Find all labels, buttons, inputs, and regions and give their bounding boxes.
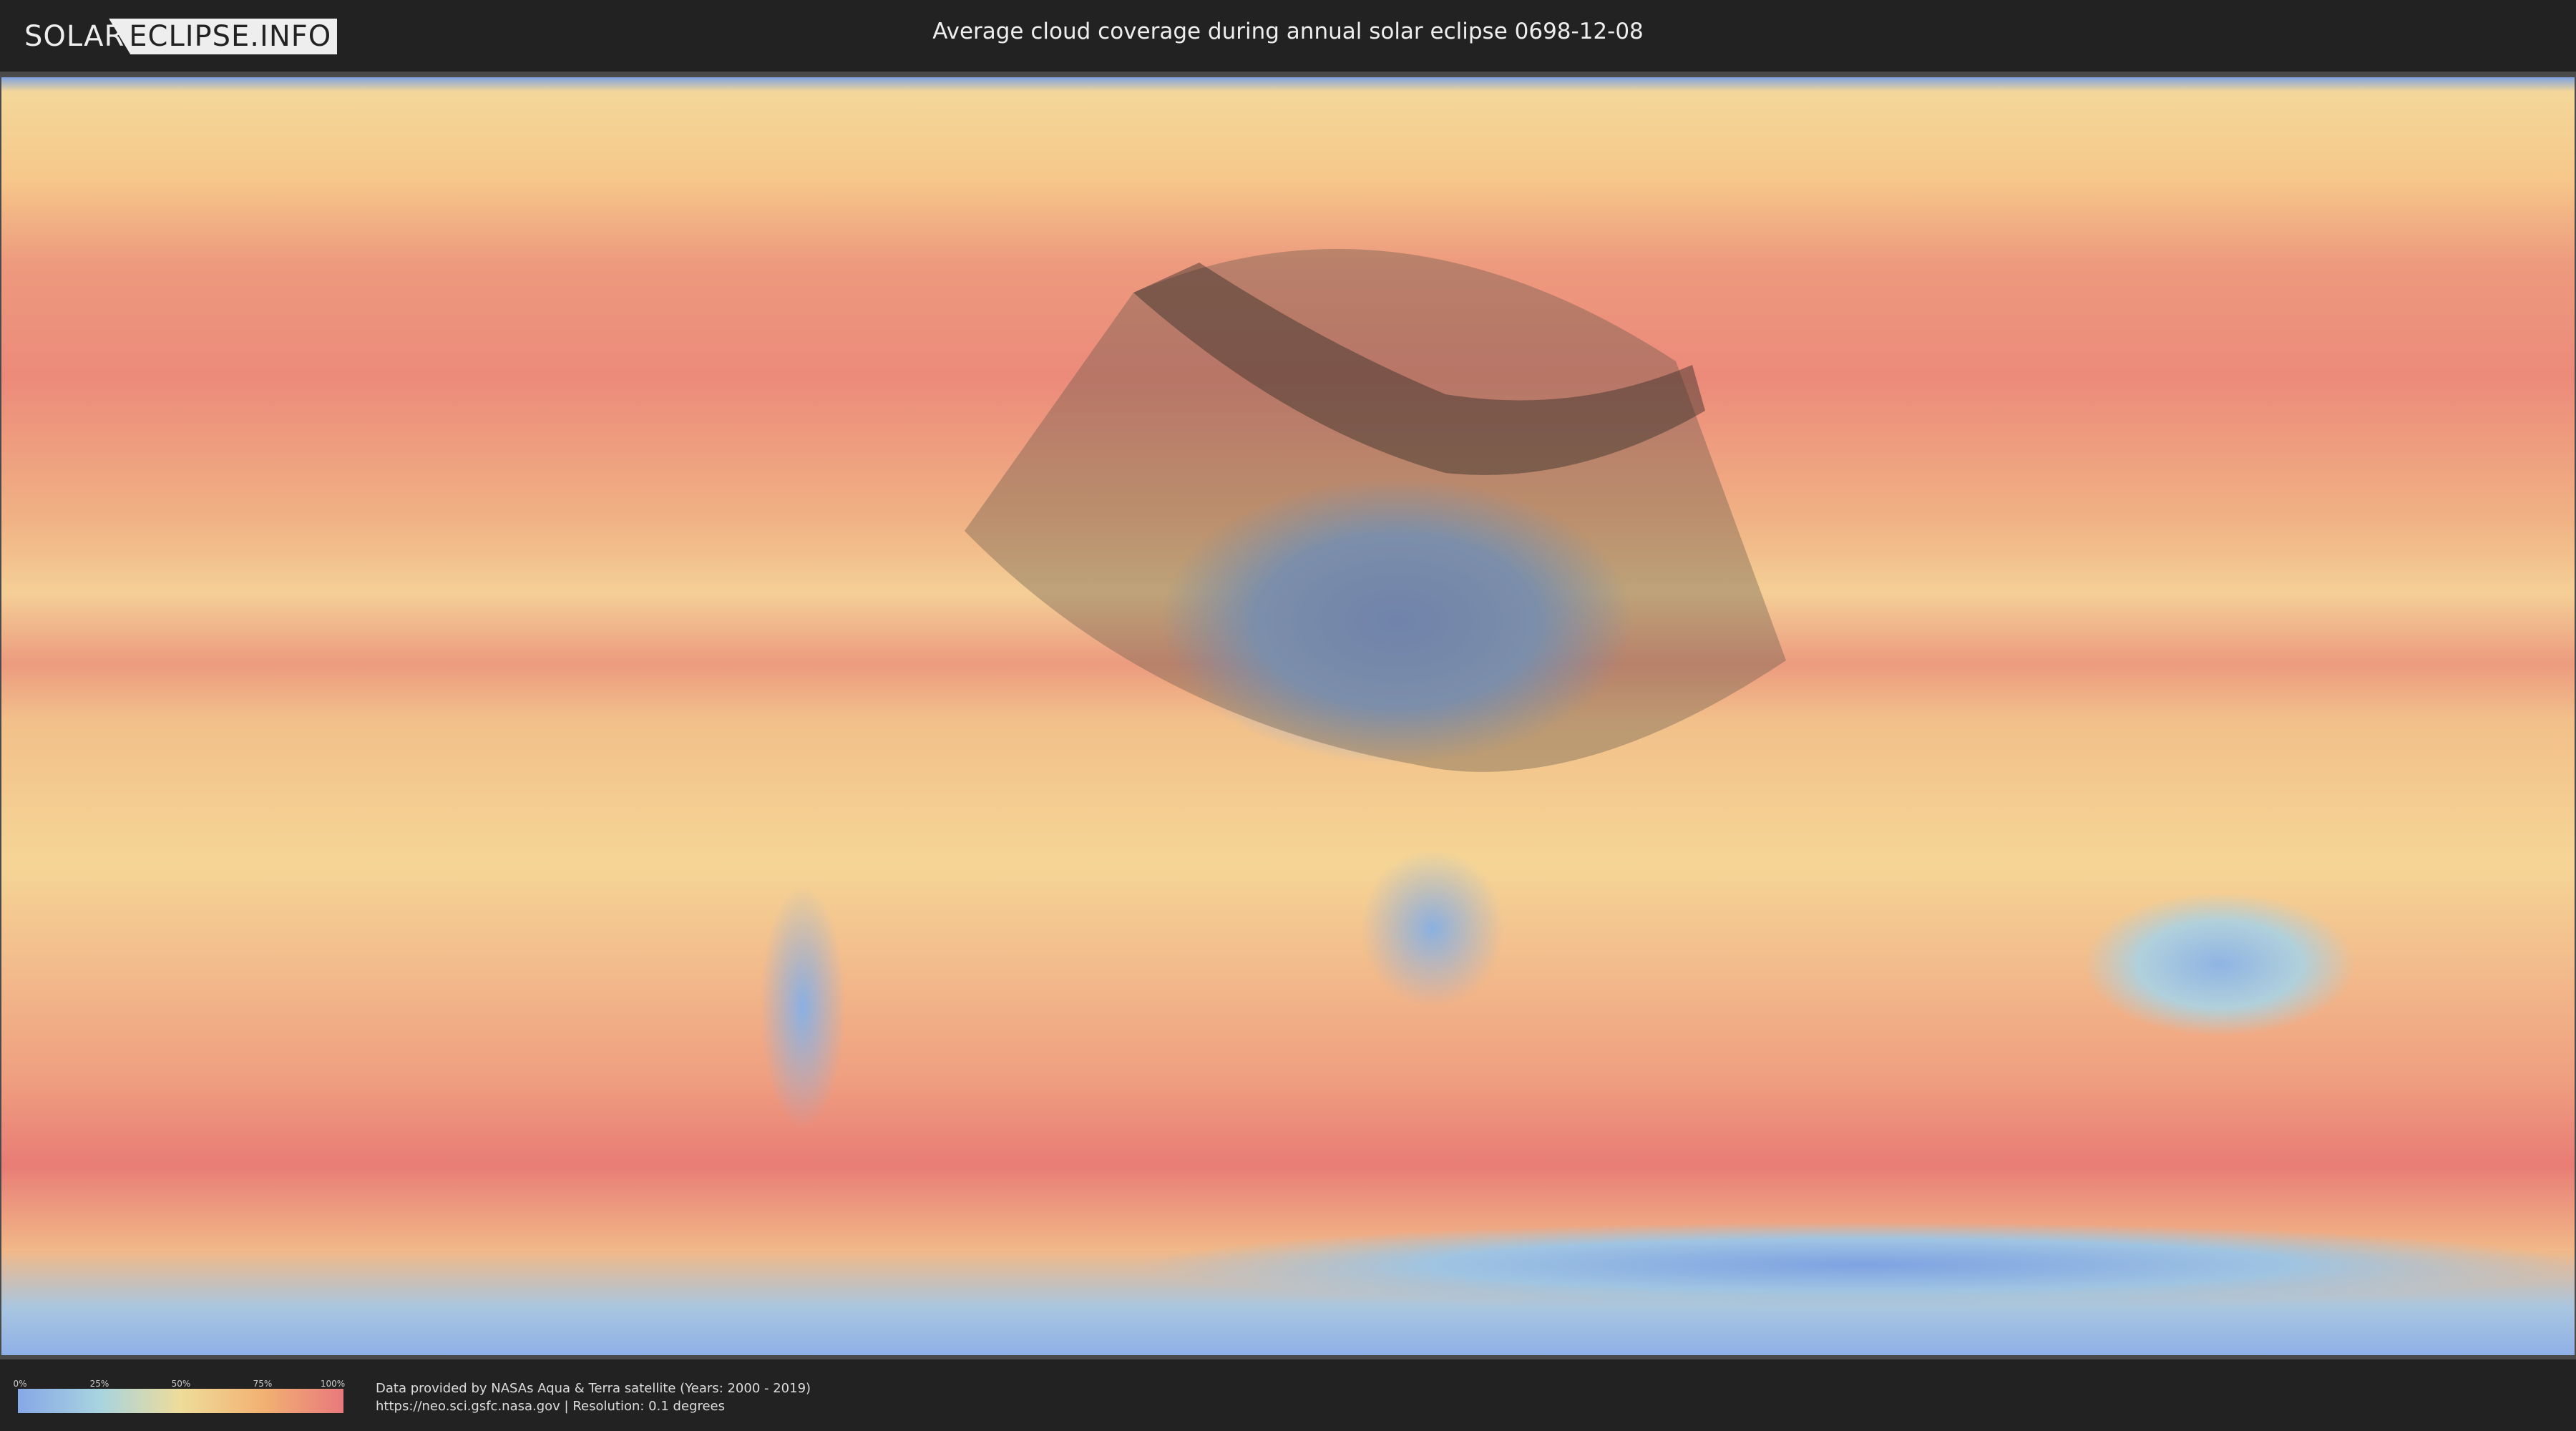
page-title: Average cloud coverage during annual sol…	[932, 19, 1644, 44]
legend-tick: 75%	[253, 1379, 273, 1389]
color-scale-legend	[18, 1389, 343, 1413]
world-map	[1, 77, 2575, 1355]
site-logo[interactable]: SOLAR ECLIPSE.INFO	[24, 19, 338, 54]
credit-source: Data provided by NASAs Aqua & Terra sate…	[376, 1381, 811, 1396]
eclipse-overlay	[965, 248, 1786, 772]
footer: 0% 25% 50% 75% 100% Data provided by NAS…	[0, 1359, 2576, 1431]
credit-url-resolution: https://neo.sci.gsfc.nasa.gov | Resoluti…	[376, 1399, 725, 1414]
data-credits: Data provided by NASAs Aqua & Terra sate…	[376, 1379, 811, 1415]
legend-tick: 50%	[171, 1379, 191, 1389]
legend-tick: 0%	[13, 1379, 27, 1389]
penumbra-region	[965, 248, 1786, 772]
logo-text-eclipse-info: ECLIPSE.INFO	[109, 19, 338, 54]
annularity-path	[1133, 263, 1705, 475]
header: SOLAR ECLIPSE.INFO Average cloud coverag…	[0, 0, 2576, 72]
logo-text-solar: SOLAR	[24, 20, 125, 53]
legend-labels: 0% 25% 50% 75% 100%	[13, 1379, 346, 1389]
cloud-coverage-map	[0, 72, 2576, 1359]
legend-tick: 25%	[89, 1379, 109, 1389]
legend-tick: 100%	[320, 1379, 346, 1389]
